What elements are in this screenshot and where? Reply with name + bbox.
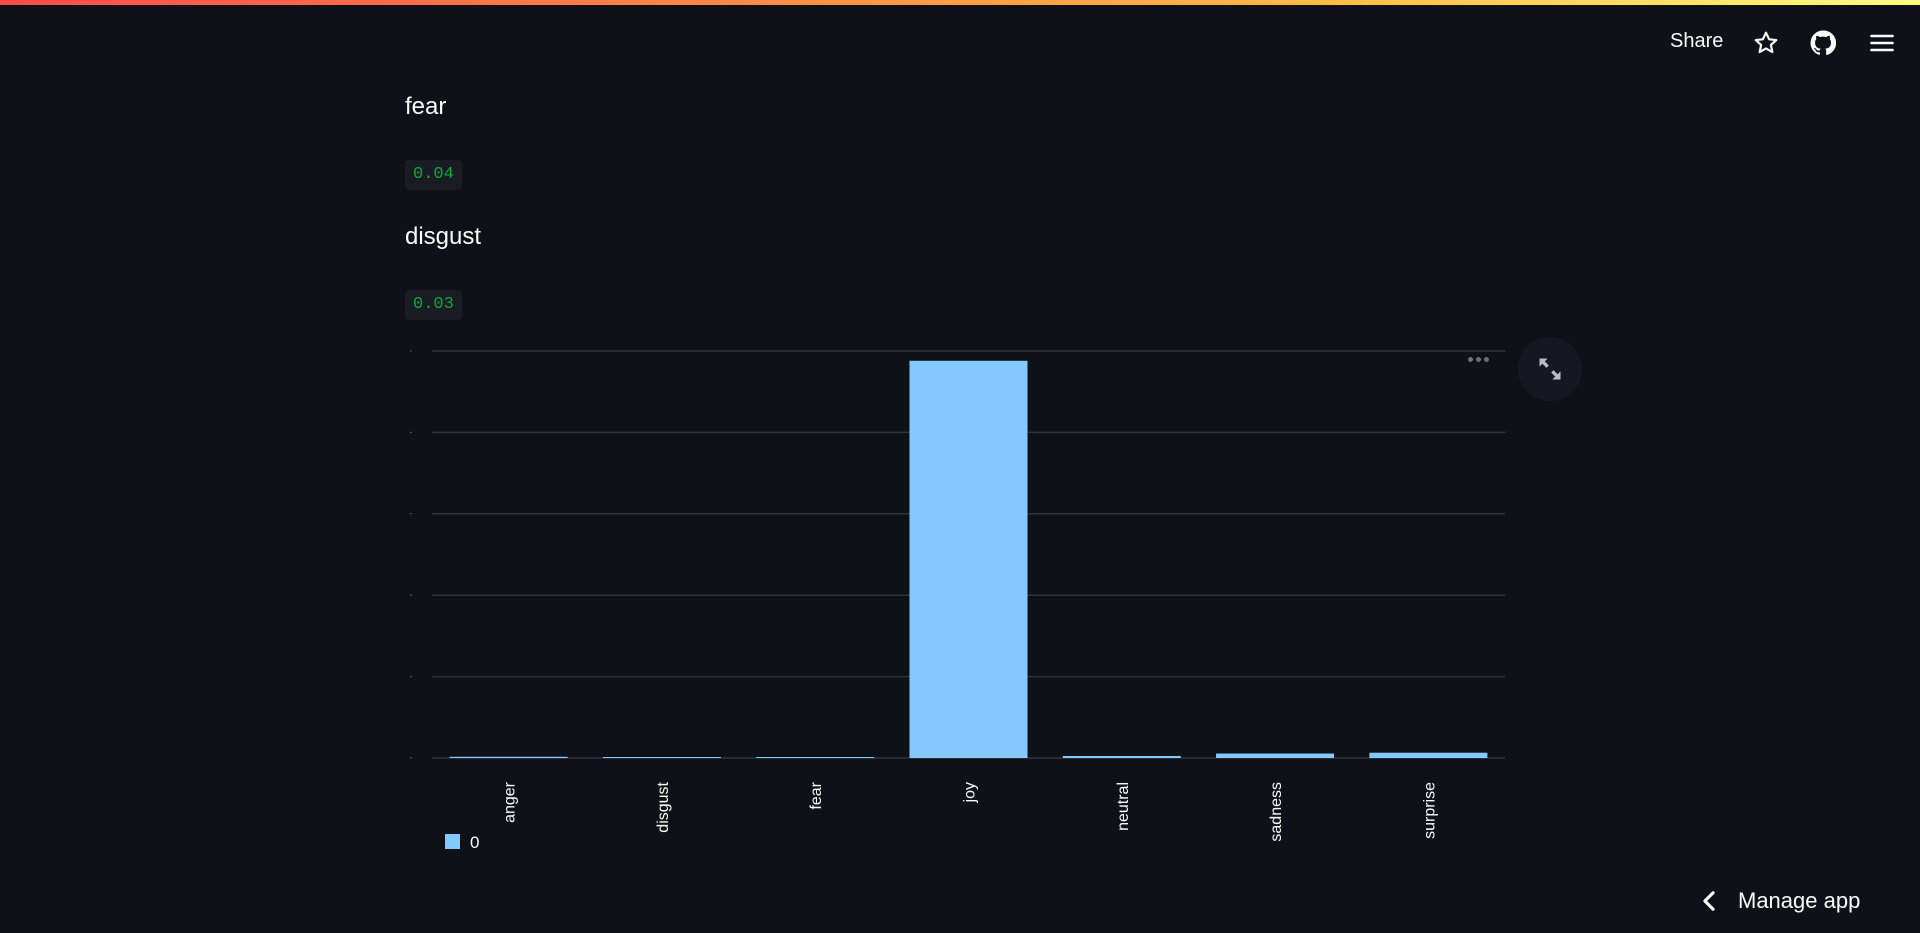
- star-icon[interactable]: [1751, 28, 1781, 58]
- x-tick-label-neutral: neutral: [1115, 782, 1132, 831]
- metric-label-fear: fear: [405, 93, 447, 120]
- x-tick-label-sadness: sadness: [1268, 782, 1285, 842]
- x-tick-label-fear: fear: [808, 781, 825, 809]
- fullscreen-button[interactable]: [1518, 337, 1582, 401]
- bar-anger: [449, 756, 568, 758]
- github-icon[interactable]: [1808, 28, 1838, 58]
- x-tick-label-disgust: disgust: [655, 781, 672, 832]
- chart-more-options-icon[interactable]: [1468, 357, 1489, 362]
- hamburger-menu-icon[interactable]: [1867, 28, 1897, 58]
- manage-app-label: Manage app: [1738, 888, 1861, 913]
- x-tick-label-surprise: surprise: [1421, 782, 1438, 839]
- bar-surprise: [1369, 752, 1488, 758]
- bar-sadness: [1216, 753, 1335, 758]
- bar-neutral: [1062, 755, 1181, 758]
- legend-label: 0: [470, 833, 479, 852]
- metric-label-disgust: disgust: [405, 223, 482, 250]
- x-tick-label-anger: anger: [502, 781, 519, 823]
- bar-fear: [756, 757, 875, 758]
- bar-joy: [909, 360, 1028, 758]
- expand-icon: [1539, 358, 1561, 380]
- emotion-bar-chart: anger disgust fear joy neutral sadness surpris…: [410, 350, 1505, 852]
- metric-value-disgust: 0.03: [405, 290, 462, 320]
- manage-app-button[interactable]: Manage app: [1700, 888, 1860, 914]
- metric-value-fear: 0.04: [405, 160, 462, 190]
- share-button[interactable]: Share: [1670, 30, 1724, 52]
- chevron-left-icon: [1703, 891, 1715, 911]
- legend-swatch: [445, 834, 460, 849]
- bar-disgust: [602, 757, 721, 758]
- x-tick-label-joy: joy: [962, 782, 979, 803]
- top-decoration-stripe: [0, 0, 1920, 5]
